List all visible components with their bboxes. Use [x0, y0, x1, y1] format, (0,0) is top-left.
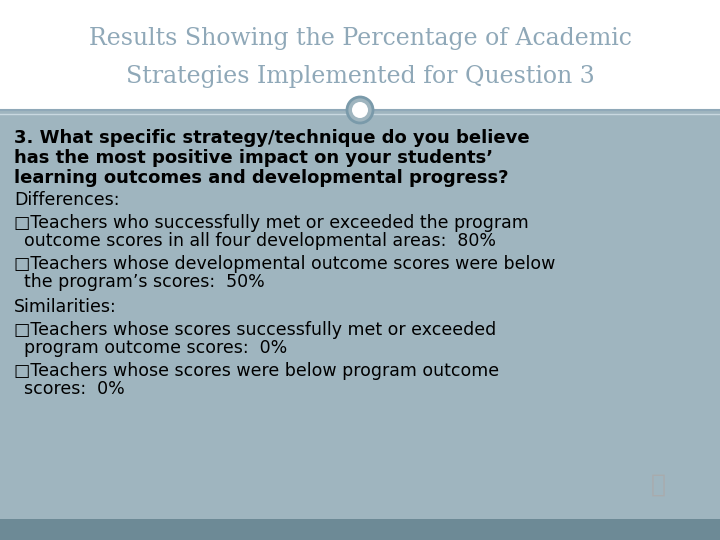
Text: 🔈: 🔈: [650, 473, 665, 497]
Text: □Teachers whose scores were below program outcome: □Teachers whose scores were below progra…: [14, 362, 499, 380]
Circle shape: [352, 102, 368, 118]
Text: learning outcomes and developmental progress?: learning outcomes and developmental prog…: [14, 169, 508, 187]
Text: scores:  0%: scores: 0%: [24, 380, 125, 398]
Text: □Teachers whose scores successfully met or exceeded: □Teachers whose scores successfully met …: [14, 321, 496, 339]
Text: has the most positive impact on your students’: has the most positive impact on your stu…: [14, 149, 493, 167]
Text: Strategies Implemented for Question 3: Strategies Implemented for Question 3: [125, 65, 595, 89]
Text: □Teachers whose developmental outcome scores were below: □Teachers whose developmental outcome sc…: [14, 255, 555, 273]
Text: Results Showing the Percentage of Academic: Results Showing the Percentage of Academ…: [89, 27, 631, 50]
Text: 3. What specific strategy/technique do you believe: 3. What specific strategy/technique do y…: [14, 129, 530, 147]
Text: Differences:: Differences:: [14, 191, 120, 209]
FancyBboxPatch shape: [0, 110, 720, 519]
Text: outcome scores in all four developmental areas:  80%: outcome scores in all four developmental…: [24, 232, 496, 250]
Text: program outcome scores:  0%: program outcome scores: 0%: [24, 339, 287, 357]
Circle shape: [347, 97, 373, 123]
Text: □Teachers who successfully met or exceeded the program: □Teachers who successfully met or exceed…: [14, 214, 528, 232]
FancyBboxPatch shape: [0, 0, 720, 110]
Text: Similarities:: Similarities:: [14, 298, 117, 316]
Text: the program’s scores:  50%: the program’s scores: 50%: [24, 273, 265, 291]
FancyBboxPatch shape: [0, 519, 720, 540]
